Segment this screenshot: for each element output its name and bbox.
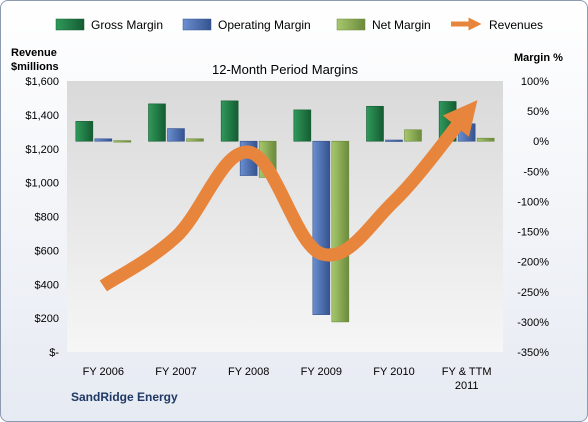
net-margin-bar [404,129,422,142]
revenue-line-group [99,100,478,292]
right-tick-label: -300% [517,317,549,329]
category-label: FY 2010 [373,366,414,378]
gross-margin-bar [75,121,94,142]
right-tick-label: -50% [523,166,549,178]
category-label: FY 2006 [83,366,124,378]
left-tick-label: $800 [35,212,59,224]
gross-margin-bar [220,100,239,142]
legend-label-revenues: Revenues [489,18,543,32]
right-tick-label: 100% [521,76,549,88]
right-tick-label: -150% [517,227,549,239]
left-tick-label: $200 [35,313,59,325]
legend-label-operating-margin: Operating Margin [218,18,311,32]
legend-swatch-net-margin [336,18,366,31]
gross-margin-bar [148,103,166,142]
left-tick-label: $1,000 [25,178,59,190]
category-label: FY 2009 [301,366,342,378]
legend-swatch-gross-margin [55,18,85,31]
category-labels: FY 2006 FY 2007 FY 2008 FY 2009 FY 2010 FY & … [83,366,492,392]
left-tick-label: $1,600 [25,76,59,88]
left-axis-ticks: $- $200 $400 $600 $800 $1,000 $1,200 $1,400 $1,6… [25,76,59,359]
plot-area [67,81,503,352]
chart-title: 12-Month Period Margins [212,62,358,77]
legend: Gross Margin Operating Margin Net Margin… [55,17,543,32]
operating-margin-bar [312,140,331,315]
right-axis-label: Margin % [514,52,563,64]
category-label: FY & TTM [442,366,492,378]
gross-margin-bar [293,109,312,142]
net-margin-bar [113,140,132,143]
revenues-line [99,100,478,292]
right-tick-label: -350% [517,347,549,359]
right-tick-label: -200% [517,257,549,269]
gross-margin-bar [366,105,384,142]
operating-margin-bar [167,128,185,142]
left-axis-label-line2: $millions [11,61,59,73]
left-tick-label: $1,200 [25,144,59,156]
left-axis-label-line1: Revenue [11,47,57,59]
left-tick-label: $1,400 [25,110,59,122]
right-tick-label: -100% [517,196,549,208]
legend-label-gross-margin: Gross Margin [91,18,163,32]
left-tick-label: $- [49,347,59,359]
right-tick-label: 50% [527,106,549,118]
operating-margin-bar [385,139,403,142]
category-label-line2: 2011 [455,380,479,392]
net-margin-bar [476,137,495,142]
right-tick-label: -250% [517,287,549,299]
legend-label-net-margin: Net Margin [372,18,431,32]
net-margin-bar [186,138,204,142]
category-label: FY 2008 [228,366,269,378]
right-tick-label: 0% [533,136,549,148]
operating-margin-bar [94,138,113,142]
company-name: SandRidge Energy [71,390,178,404]
net-margin-bar [331,140,350,323]
right-axis-ticks: -350% -300% -250% -200% -150% -100% -50% 0% 50% 1… [517,76,549,359]
category-label: FY 2007 [155,366,196,378]
left-tick-label: $600 [35,245,59,257]
left-tick-label: $400 [35,279,59,291]
legend-swatch-operating-margin [182,18,212,31]
